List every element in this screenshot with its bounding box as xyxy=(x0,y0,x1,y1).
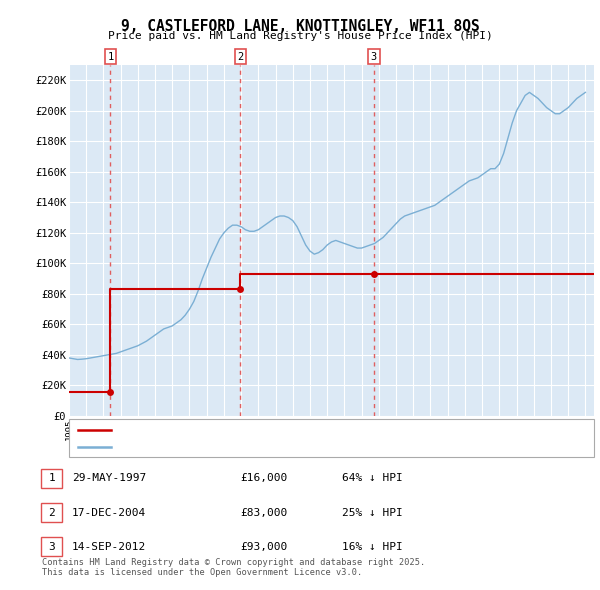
Text: £93,000: £93,000 xyxy=(240,542,287,552)
Text: Contains HM Land Registry data © Crown copyright and database right 2025.
This d: Contains HM Land Registry data © Crown c… xyxy=(42,558,425,577)
Text: £16,000: £16,000 xyxy=(240,474,287,483)
Text: 17-DEC-2004: 17-DEC-2004 xyxy=(72,508,146,517)
Text: 3: 3 xyxy=(49,542,55,552)
Text: 25% ↓ HPI: 25% ↓ HPI xyxy=(342,508,403,517)
Text: 9, CASTLEFORD LANE, KNOTTINGLEY, WF11 8QS: 9, CASTLEFORD LANE, KNOTTINGLEY, WF11 8Q… xyxy=(121,19,479,34)
Text: Price paid vs. HM Land Registry's House Price Index (HPI): Price paid vs. HM Land Registry's House … xyxy=(107,31,493,41)
Text: 2: 2 xyxy=(238,52,244,62)
Text: 64% ↓ HPI: 64% ↓ HPI xyxy=(342,474,403,483)
Text: 1: 1 xyxy=(49,474,55,483)
Text: 16% ↓ HPI: 16% ↓ HPI xyxy=(342,542,403,552)
Text: 1: 1 xyxy=(107,52,113,62)
Text: 14-SEP-2012: 14-SEP-2012 xyxy=(72,542,146,552)
Text: 3: 3 xyxy=(371,52,377,62)
Text: 2: 2 xyxy=(49,508,55,517)
Text: £83,000: £83,000 xyxy=(240,508,287,517)
Text: 29-MAY-1997: 29-MAY-1997 xyxy=(72,474,146,483)
Text: 9, CASTLEFORD LANE, KNOTTINGLEY, WF11 8QS (semi-detached house): 9, CASTLEFORD LANE, KNOTTINGLEY, WF11 8Q… xyxy=(116,425,478,434)
Text: HPI: Average price, semi-detached house, Wakefield: HPI: Average price, semi-detached house,… xyxy=(116,442,403,451)
